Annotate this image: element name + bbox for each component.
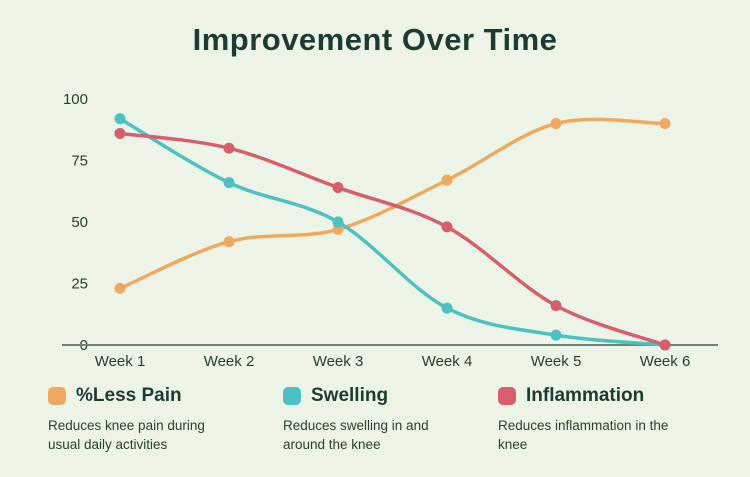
swelling-swatch-icon: [283, 387, 301, 405]
inflammation-swatch-icon: [498, 387, 516, 405]
less-pain-swatch-icon: [48, 387, 66, 405]
legend-description-swelling: Reduces swelling in and around the knee: [283, 418, 429, 453]
series-line: [118, 116, 667, 347]
legend-head: %Less Pain: [48, 385, 248, 407]
y-tick-label: 75: [71, 153, 88, 170]
data-point-marker: [223, 236, 235, 248]
data-point-marker: [223, 142, 235, 154]
data-point-marker: [550, 300, 562, 312]
legend-label-swelling: Swelling: [311, 385, 389, 406]
data-point-marker: [441, 174, 453, 186]
x-tick-label: Week 1: [95, 353, 146, 370]
data-point-marker: [114, 113, 126, 125]
legend-item-less-pain: %Less Pain Reduces knee pain during usua…: [48, 385, 248, 454]
legend-description-inflammation: Reduces inflammation in the knee: [498, 418, 669, 453]
data-point-marker: [332, 182, 344, 194]
data-point-marker: [223, 177, 235, 189]
legend-description-less-pain: Reduces knee pain during usual daily act…: [48, 418, 205, 453]
legend-label-inflammation: Inflammation: [526, 385, 645, 406]
data-point-marker: [550, 329, 562, 341]
legend-item-swelling: Swelling Reduces swelling in and around …: [283, 385, 483, 454]
data-point-marker: [550, 118, 562, 130]
legend-item-inflammation: Inflammation Reduces inflammation in the…: [498, 385, 708, 454]
legend-head: Swelling: [283, 385, 483, 407]
data-point-marker: [114, 282, 126, 294]
data-point-marker: [332, 216, 344, 228]
data-point-marker: [441, 302, 453, 314]
x-tick-label: Week 6: [640, 353, 691, 370]
legend-head: Inflammation: [498, 385, 708, 407]
chart-title: Improvement Over Time: [192, 22, 558, 57]
data-point-marker: [441, 221, 453, 233]
legend-label-less-pain: %Less Pain: [76, 385, 182, 406]
y-tick-label: 50: [71, 214, 88, 231]
x-tick-label: Week 3: [313, 353, 364, 370]
x-tick-label: Week 2: [204, 353, 255, 370]
data-point-marker: [659, 118, 671, 130]
series-line: [118, 131, 667, 347]
y-tick-label: 25: [71, 276, 88, 293]
y-tick-label: 100: [63, 91, 88, 108]
x-tick-label: Week 5: [531, 353, 582, 370]
x-tick-label: Week 4: [422, 353, 473, 370]
legend: %Less Pain Reduces knee pain during usua…: [0, 385, 750, 477]
data-point-marker: [114, 127, 126, 139]
data-point-marker: [659, 339, 671, 351]
